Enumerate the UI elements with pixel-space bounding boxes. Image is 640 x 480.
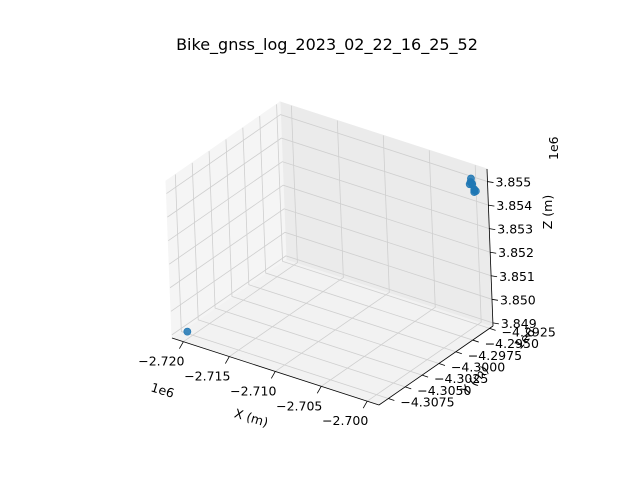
grid-line-y (259, 116, 473, 341)
y-tick (455, 351, 462, 355)
grid-line-y (174, 174, 389, 399)
grid-line-x (321, 150, 436, 387)
grid-line-x (366, 165, 482, 402)
y-tick-label: −4.3000 (451, 359, 505, 374)
x-axis-line (171, 337, 380, 406)
z-tick-label: 3.849 (501, 316, 537, 331)
y-tick-label: −4.2950 (485, 336, 539, 351)
chart-title: Bike_gnss_log_2023_02_22_16_25_52 (176, 35, 478, 55)
grid-line-z (168, 161, 490, 241)
z-tick (491, 275, 498, 278)
y-tick (421, 374, 429, 378)
x-tick (270, 371, 276, 379)
x-tick (316, 386, 322, 394)
y-tick (472, 339, 479, 343)
grid-lines (166, 104, 494, 402)
x-tick-label: −2.710 (230, 383, 276, 398)
grid-line-z (171, 255, 494, 336)
x-tick-label: −2.705 (276, 398, 322, 413)
y-tick (405, 386, 412, 390)
grid-line-y (242, 127, 456, 353)
z-tick (492, 322, 499, 325)
z-offset-label: 1e6 (546, 136, 561, 160)
grid-line-x (275, 135, 390, 372)
y-tick-label: −4.2975 (468, 348, 522, 363)
y-tick-label: −4.2925 (502, 324, 556, 339)
z-tick-label: 3.855 (495, 175, 531, 190)
x-tick (362, 400, 368, 409)
grid-line-z (168, 184, 491, 265)
x-tick-label: −2.700 (322, 413, 368, 428)
y-tick-label: −4.3025 (434, 371, 488, 386)
tick-marks (179, 181, 499, 409)
grid-line-x (229, 120, 344, 357)
grid-line-z (166, 114, 488, 194)
grid-line-z (169, 208, 492, 289)
left-pane (165, 101, 287, 339)
z-tick-label: 3.852 (498, 245, 534, 260)
grid-line-y (208, 151, 423, 376)
z-tick-label: 3.854 (496, 198, 532, 213)
y-tick (438, 363, 446, 366)
data-point (470, 188, 479, 196)
z-tick-label: 3.851 (499, 269, 535, 284)
y-tick (388, 398, 395, 401)
x-offset-label: 1e6 (149, 380, 176, 401)
grid-line-y (225, 139, 440, 364)
x-tick-label: −2.720 (138, 354, 184, 369)
y-tick (489, 327, 496, 331)
grid-line-z (167, 137, 489, 218)
z-tick-label: 3.853 (497, 222, 533, 237)
grid-line-x (183, 105, 298, 343)
tick-labels: −2.720−2.715−2.710−2.705−2.700−4.2925−4.… (138, 175, 556, 429)
z-tick-label: 3.850 (500, 292, 536, 307)
x-tick-label: −2.715 (184, 369, 230, 384)
z-axis-line (486, 168, 494, 327)
x-tick (179, 341, 184, 349)
z-tick (489, 228, 496, 231)
grid-line-y (191, 162, 406, 388)
axis-lines (171, 168, 494, 406)
grid-line-z (170, 231, 493, 312)
y-axis-line (378, 325, 494, 406)
z-axis-label: Z (m) (540, 195, 555, 229)
grid-line-y (276, 104, 490, 329)
y-tick-label: −4.3050 (417, 383, 471, 398)
z-tick (491, 298, 499, 301)
data-point (183, 327, 192, 336)
z-tick (490, 251, 497, 254)
y-tick-label: −4.3075 (400, 395, 454, 410)
x-tick (224, 356, 230, 364)
z-tick (487, 181, 494, 183)
data-points (183, 174, 480, 336)
z-tick (488, 204, 495, 207)
data-point (465, 180, 474, 189)
